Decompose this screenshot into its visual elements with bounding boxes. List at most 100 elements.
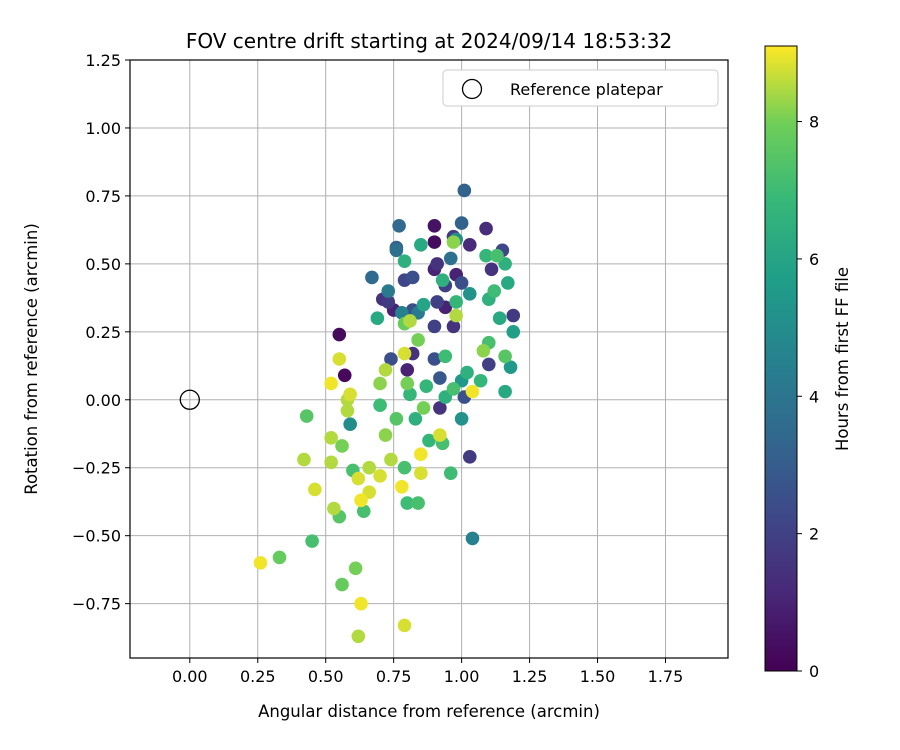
x-axis-label: Angular distance from reference (arcmin) (258, 702, 600, 721)
data-point (373, 469, 387, 483)
data-point (501, 276, 515, 290)
data-point (373, 398, 387, 413)
data-point (479, 221, 493, 236)
data-point (381, 284, 396, 298)
data-point (351, 629, 366, 644)
data-point (433, 401, 447, 415)
data-point (457, 183, 472, 198)
data-point (381, 295, 396, 309)
data-point (498, 349, 512, 364)
data-point (462, 286, 477, 301)
data-point (397, 254, 412, 268)
colorbar-gradient (765, 46, 797, 671)
data-point (403, 314, 417, 328)
data-point (340, 403, 355, 418)
colorbar-tick-label: 2 (809, 525, 819, 544)
x-tick-label: 0.25 (240, 667, 276, 686)
data-point (430, 257, 444, 271)
data-point (490, 248, 504, 263)
data-point (449, 308, 463, 323)
data-point (348, 561, 363, 576)
legend: Reference platepar (442, 69, 719, 107)
data-points (253, 183, 521, 644)
data-point (332, 352, 347, 366)
y-tick-label: 1.00 (85, 119, 121, 138)
colorbar-tick-label: 4 (809, 387, 819, 406)
data-point (343, 387, 357, 402)
data-point (411, 496, 425, 510)
data-point (416, 401, 431, 415)
data-point (454, 276, 469, 290)
data-point (462, 450, 477, 464)
data-point (479, 248, 493, 263)
colorbar-tick-label: 6 (809, 250, 819, 269)
axis-ticks: 0.00 0.25 0.50 0.75 1.00 1.25 1.50 1.75 −0.75 −0.… (72, 51, 683, 686)
data-point (433, 371, 447, 385)
y-tick-label: −0.50 (72, 527, 121, 546)
data-point (397, 618, 412, 633)
data-point (297, 452, 311, 467)
data-point (389, 243, 404, 258)
data-point (427, 235, 442, 249)
data-point (308, 482, 322, 497)
data-point (395, 479, 409, 494)
legend-box (442, 69, 719, 107)
data-point (354, 596, 368, 611)
data-point (460, 365, 474, 380)
data-point (473, 373, 488, 388)
x-tick-label: 1.75 (648, 667, 684, 686)
data-point (332, 327, 347, 342)
plot-frame (129, 59, 729, 659)
data-point (324, 431, 338, 445)
data-point (419, 379, 434, 393)
data-point (487, 284, 502, 298)
legend-label: Reference platepar (510, 80, 663, 99)
data-point (446, 235, 461, 249)
data-point (362, 460, 377, 475)
legend-marker (461, 78, 483, 100)
data-point (435, 273, 450, 287)
data-point (438, 349, 453, 364)
colorbar-frame (764, 45, 798, 672)
data-point (454, 216, 469, 230)
reference-point-marker (179, 389, 200, 410)
data-point (354, 493, 368, 508)
data-point (378, 363, 393, 377)
data-point (414, 447, 428, 461)
data-point (324, 376, 338, 391)
data-point (446, 382, 461, 396)
data-point (430, 295, 444, 309)
data-point (422, 433, 436, 448)
data-point (343, 417, 357, 432)
colorbar-label: Hours from first FF file (833, 267, 852, 451)
data-point (337, 368, 352, 383)
data-point (389, 412, 404, 426)
data-point (427, 352, 442, 366)
data-point (397, 460, 412, 475)
data-point (492, 311, 507, 326)
data-point (405, 270, 420, 285)
data-point (370, 311, 385, 326)
y-tick-label: 0.00 (85, 391, 121, 410)
colorbar-ticks: 0 2 4 6 8 (797, 113, 819, 681)
data-point (449, 295, 463, 309)
data-point (305, 534, 319, 548)
data-point (272, 550, 287, 565)
data-point (408, 412, 423, 426)
data-point (433, 428, 447, 442)
data-point (427, 219, 442, 233)
x-tick-label: 0.00 (172, 667, 208, 686)
data-point (299, 409, 314, 423)
data-point (416, 297, 431, 312)
data-point (373, 376, 387, 391)
data-point (414, 466, 428, 480)
data-point (476, 344, 491, 358)
data-point (503, 360, 518, 374)
y-axis-label: Rotation from reference (arcmin) (22, 223, 41, 495)
data-point (462, 238, 477, 252)
data-point (427, 319, 442, 334)
y-tick-label: 0.75 (85, 187, 121, 206)
data-point (392, 219, 406, 233)
data-point (400, 496, 415, 510)
